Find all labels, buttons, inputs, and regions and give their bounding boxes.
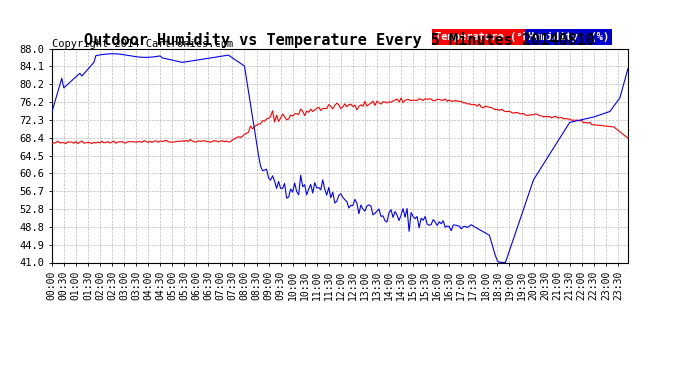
Title: Outdoor Humidity vs Temperature Every 5 Minutes 20140810: Outdoor Humidity vs Temperature Every 5 … [84, 32, 595, 48]
Text: Temperature (°F): Temperature (°F) [435, 32, 535, 42]
Text: Humidity  (%): Humidity (%) [528, 32, 609, 42]
Text: Copyright 2014 Cartronics.com: Copyright 2014 Cartronics.com [52, 39, 233, 50]
